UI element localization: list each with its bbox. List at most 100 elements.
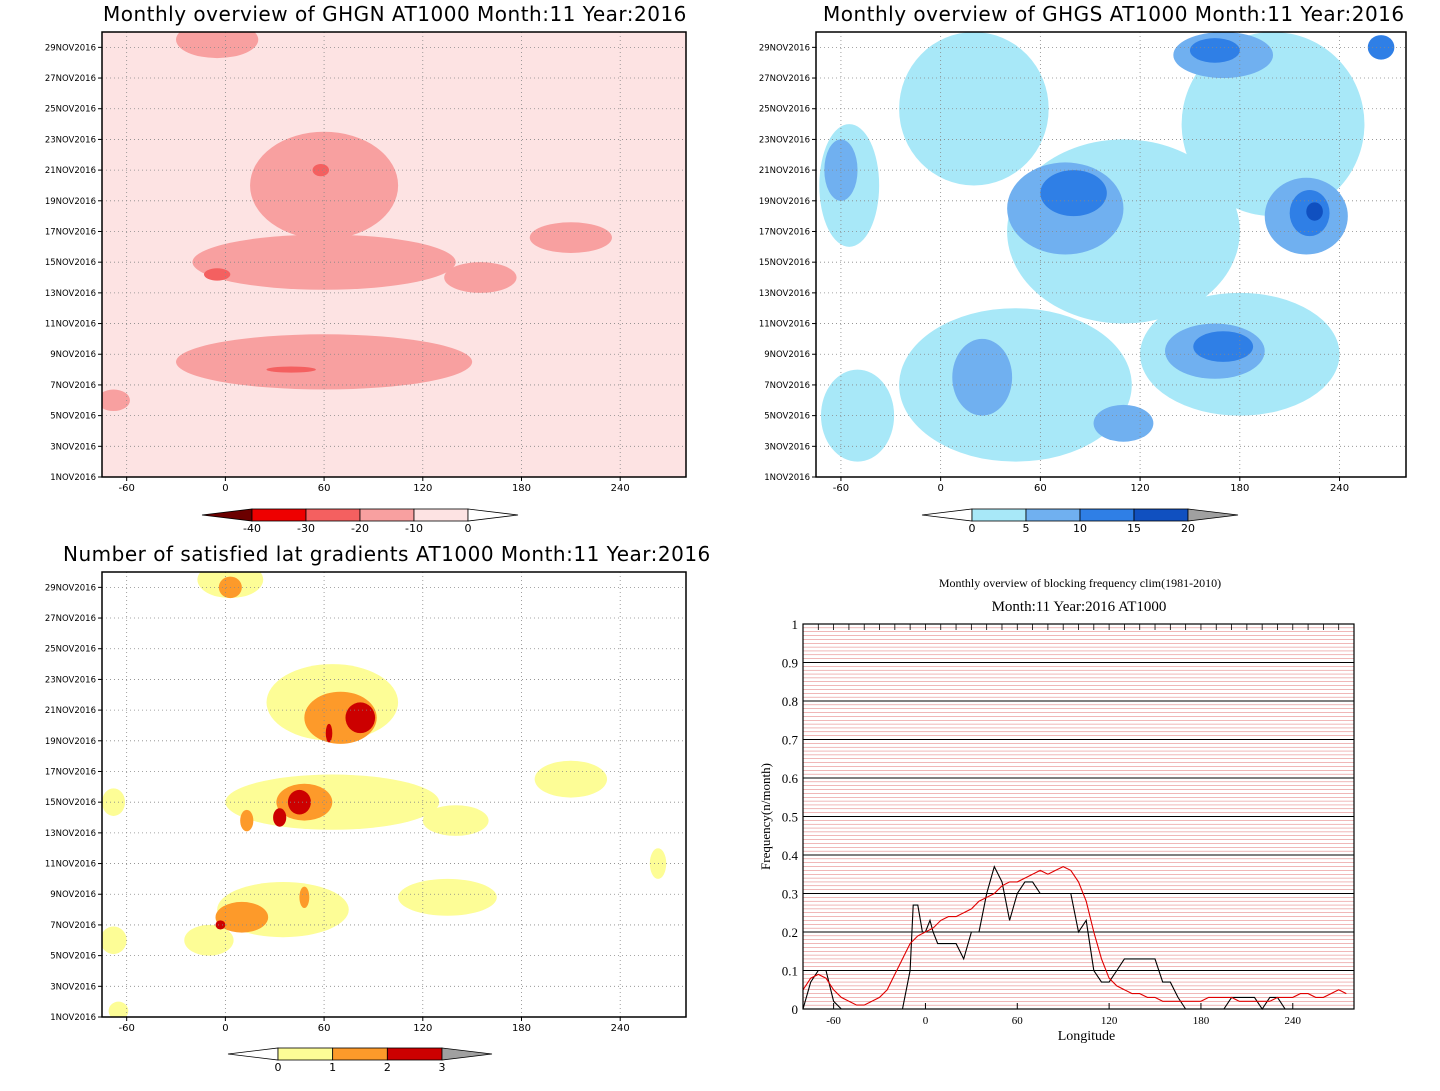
colorbar-segment <box>971 508 1027 522</box>
colorbar-low-triangle <box>201 508 253 522</box>
colorbar-low-triangle <box>227 1047 279 1061</box>
y-tick-label: 29NOV2016 <box>759 43 810 53</box>
x-tick-label: 240 <box>611 1023 630 1034</box>
y-tick-label: 17NOV2016 <box>759 227 810 237</box>
y-tick-label: 27NOV2016 <box>45 614 96 624</box>
contour-region-1 <box>102 926 127 955</box>
series-line-1 <box>802 865 1347 1006</box>
y-tick-label: 0.5 <box>782 810 798 825</box>
colorbar-tick-label: 0 <box>275 1061 282 1074</box>
x-tick-label: 180 <box>512 1023 531 1034</box>
x-tick-label: -60 <box>826 1015 841 1027</box>
contour-region-1 <box>184 924 234 956</box>
y-tick-label: 9NOV2016 <box>764 350 810 360</box>
contour-region-15 <box>1367 35 1395 60</box>
x-tick-label: 120 <box>413 1023 432 1034</box>
colorbar-tick-label: 15 <box>1127 522 1141 535</box>
blocking-title: Monthly overview of blocking frequency c… <box>938 576 1222 590</box>
contour-region--10 <box>250 131 399 240</box>
y-tick-label: 25NOV2016 <box>45 645 96 655</box>
y-axis-label: Frequency(n/month) <box>758 763 773 870</box>
colorbar-tick-label: -40 <box>243 522 261 535</box>
x-tick-label: 120 <box>413 483 432 494</box>
colorbar-tick-label: 3 <box>439 1061 446 1074</box>
y-tick-label: 25NOV2016 <box>45 105 96 115</box>
contour-region-1 <box>108 1001 129 1017</box>
y-tick-label: 1 <box>792 617 799 632</box>
colorbar-segment <box>251 508 307 522</box>
contour-regions <box>102 32 686 477</box>
y-tick-label: 21NOV2016 <box>45 166 96 176</box>
y-tick-label: 1NOV2016 <box>50 473 96 483</box>
y-tick-label: 13NOV2016 <box>45 829 96 839</box>
contour-region-3 <box>273 808 287 827</box>
y-tick-label: 0.3 <box>782 887 798 902</box>
contour-region-3 <box>325 723 333 743</box>
colorbar-tick-label: 5 <box>1023 522 1030 535</box>
contour-region--20 <box>312 163 330 177</box>
x-tick-label: 60 <box>318 483 331 494</box>
colorbar-high-triangle <box>1187 508 1239 522</box>
x-tick-label: -60 <box>119 1023 135 1034</box>
colorbar-tick-label: 10 <box>1073 522 1087 535</box>
ghgs-title: Monthly overview of GHGS AT1000 Month:11… <box>823 2 1405 26</box>
contour-region--10 <box>192 234 456 290</box>
y-tick-label: 9NOV2016 <box>50 350 96 360</box>
y-tick-label: 3NOV2016 <box>50 982 96 992</box>
y-tick-label: 0.2 <box>782 925 798 940</box>
y-tick-label: 15NOV2016 <box>45 798 96 808</box>
contour-region-15 <box>1189 38 1240 63</box>
colorbar-segment <box>332 1047 388 1061</box>
colorbar: -40 -30 -20 -10 0 <box>201 508 519 535</box>
y-tick-label: 29NOV2016 <box>45 583 96 593</box>
y-tick-label: 7NOV2016 <box>50 381 96 391</box>
contour-region-1 <box>102 788 126 816</box>
x-tick-label: 240 <box>1285 1015 1302 1027</box>
colorbar-segment <box>1025 508 1081 522</box>
y-tick-label: 5NOV2016 <box>50 952 96 962</box>
y-tick-label: 27NOV2016 <box>759 74 810 84</box>
x-tick-label: 0 <box>222 483 228 494</box>
ghgn-title: Monthly overview of GHGN AT1000 Month:11… <box>103 2 687 26</box>
colorbar-tick-label: 20 <box>1181 522 1195 535</box>
x-tick-label: 60 <box>1034 483 1047 494</box>
contour-region--10 <box>176 32 259 59</box>
contour-region--10 <box>444 262 517 293</box>
colorbar-segment <box>386 1047 443 1061</box>
contour-region-1 <box>422 805 489 836</box>
lat-gradients-panel: Number of satisfied lat gradients AT1000… <box>0 540 720 1085</box>
y-tick-label: 3NOV2016 <box>764 442 810 452</box>
contour-region-15 <box>1040 170 1107 217</box>
x-tick-label: 120 <box>1101 1015 1118 1027</box>
y-tick-label: 1NOV2016 <box>50 1013 96 1023</box>
y-tick-label: 19NOV2016 <box>759 197 810 207</box>
y-tick-label: 0.6 <box>782 771 799 786</box>
y-tick-label: 11NOV2016 <box>759 320 810 330</box>
x-tick-label: 0 <box>222 1023 228 1034</box>
y-tick-label: 7NOV2016 <box>764 381 810 391</box>
y-tick-label: 0.9 <box>782 656 798 671</box>
y-tick-label: 19NOV2016 <box>45 737 96 747</box>
ghgs-plot: -60 0 60 120 180 240 1NOV2016 3NOV2016 5NOV2016 7… <box>759 31 1407 535</box>
contour-region-3 <box>287 789 311 815</box>
plot-frame <box>101 571 687 1018</box>
colorbar-tick-label: 2 <box>384 1061 391 1074</box>
contour-region-3 <box>215 920 226 930</box>
y-tick-label: 15NOV2016 <box>759 258 810 268</box>
ghgn-plot: -60 0 60 120 180 240 1NOV2016 3NOV2016 5NOV2016 7… <box>45 31 687 535</box>
x-tick-label: 0 <box>923 1015 929 1027</box>
ghgn-panel: Monthly overview of GHGN AT1000 Month:11… <box>0 0 720 545</box>
colorbar-high-triangle <box>467 508 519 522</box>
y-tick-label: 0 <box>792 1002 799 1017</box>
x-tick-label: 180 <box>1230 483 1249 494</box>
x-axis-label: Longitude <box>1058 1029 1116 1044</box>
y-tick-label: 23NOV2016 <box>45 675 96 685</box>
contour-region--20 <box>266 366 316 373</box>
colorbar-tick-label: 0 <box>465 522 472 535</box>
y-tick-label: 5NOV2016 <box>50 412 96 422</box>
contour-region-5 <box>899 308 1132 462</box>
colorbar-low-triangle <box>921 508 973 522</box>
x-tick-label: -60 <box>833 483 849 494</box>
colorbar: 0 5 10 15 20 <box>921 508 1239 535</box>
y-tick-label: 3NOV2016 <box>50 442 96 452</box>
